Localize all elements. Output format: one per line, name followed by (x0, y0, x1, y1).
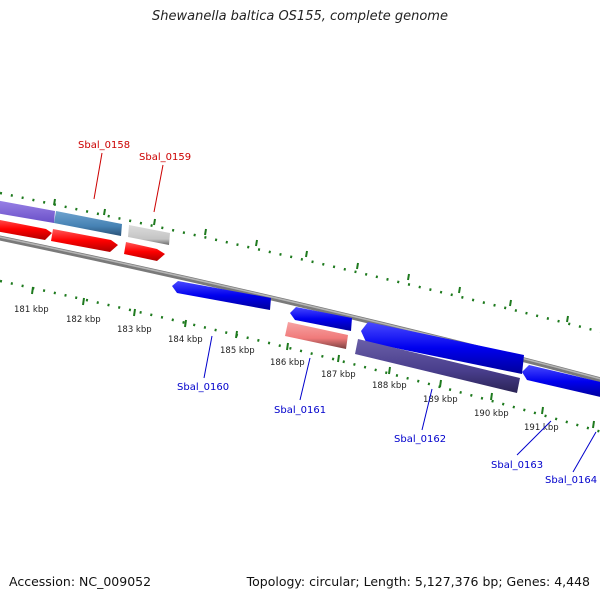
tick-label: 188 kbp (372, 381, 407, 391)
tick-label: 189 kbp (423, 395, 458, 405)
gene-feature-sbal-0158[interactable] (54, 211, 122, 236)
gene-label-sbal-0161[interactable]: Sbal_0161 (274, 405, 326, 416)
gene-feature-sbal-0159-cds[interactable] (124, 242, 165, 261)
tick-label: 187 kbp (321, 370, 356, 380)
gene-label-sbal-0164[interactable]: Sbal_0164 (545, 475, 597, 486)
tick-label: 182 kbp (66, 315, 101, 325)
genome-backbone (0, 235, 600, 383)
tick-label: 183 kbp (117, 325, 152, 335)
gene-feature-sbal-0157[interactable] (0, 199, 55, 223)
gene-feature-sbal-0161[interactable] (285, 322, 348, 349)
gene-label-sbal-0160[interactable]: Sbal_0160 (177, 382, 229, 393)
gene-feature-sbal-0162[interactable] (355, 339, 520, 393)
leader-line-sbal-0164 (572, 431, 597, 473)
inner-scale-ticks (31, 286, 595, 429)
leader-line-sbal-0158 (93, 152, 103, 200)
genome-summary-label: Topology: circular; Length: 5,127,376 bp… (246, 574, 590, 589)
gene-feature-sbal-0157-cds[interactable] (0, 218, 52, 240)
tick-labels: 181 kbp 182 kbp 183 kbp 184 kbp 185 kbp … (14, 305, 559, 433)
gene-label-sbal-0162[interactable]: Sbal_0162 (394, 434, 446, 445)
inner-scale-dots (0, 279, 600, 433)
tick-label: 185 kbp (220, 346, 255, 356)
accession-label: Accession: NC_009052 (9, 574, 152, 589)
gene-feature-sbal-0163-cds[interactable] (522, 365, 600, 398)
gene-feature-sbal-0162-cds[interactable] (361, 322, 524, 374)
map-title: Shewanella baltica OS155, complete genom… (152, 9, 448, 24)
tick-label: 191 kbp (524, 423, 559, 433)
leader-line-sbal-0159 (153, 164, 164, 213)
gene-label-sbal-0159[interactable]: Sbal_0159 (139, 152, 191, 163)
leader-line-sbal-0160 (203, 335, 213, 379)
tick-label: 186 kbp (270, 358, 305, 368)
gene-label-sbal-0163[interactable]: Sbal_0163 (491, 460, 543, 471)
gene-feature-sbal-0160-cds[interactable] (172, 281, 271, 310)
gene-feature-sbal-0159[interactable] (128, 225, 170, 245)
genome-backbone-highlight (0, 236, 600, 380)
leader-line-sbal-0162 (421, 388, 433, 431)
leader-line-sbal-0163 (516, 420, 552, 456)
tick-label: 190 kbp (474, 409, 509, 419)
tick-label: 181 kbp (14, 305, 49, 315)
gene-label-sbal-0158[interactable]: Sbal_0158 (78, 140, 130, 151)
outer-scale-ticks (53, 198, 569, 323)
gene-feature-sbal-0158-cds[interactable] (51, 229, 118, 252)
gene-feature-sbal-0161-cds[interactable] (290, 307, 352, 331)
leader-line-sbal-0161 (299, 357, 311, 401)
tick-label: 184 kbp (168, 335, 203, 345)
